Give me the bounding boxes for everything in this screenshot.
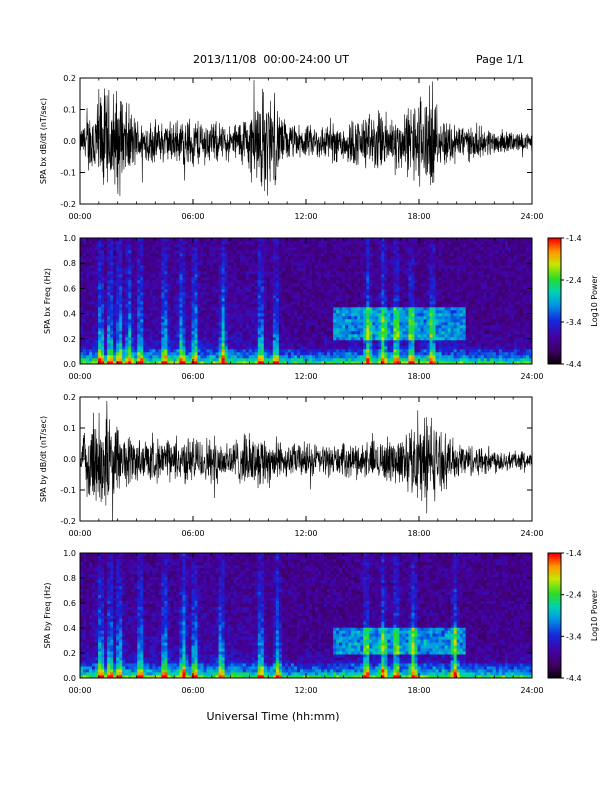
colorbar-label: Log10 Power bbox=[590, 275, 599, 327]
y-tick-label: 0.0 bbox=[63, 455, 76, 464]
x-tick-label: 12:00 bbox=[294, 686, 317, 695]
x-tick-label: 18:00 bbox=[407, 529, 430, 538]
colorbar-tick-label: -4.4 bbox=[566, 674, 582, 683]
x-tick-label: 24:00 bbox=[520, 529, 543, 538]
y-tick-label: 0.4 bbox=[63, 624, 76, 633]
x-tick-label: 06:00 bbox=[181, 372, 204, 381]
spectrogram bbox=[80, 238, 533, 365]
colorbar: -1.4 -2.4 -3.4 -4.4 Log10 Power bbox=[547, 234, 599, 369]
y-axis-label: SPA by dB/dt (nT/sec) bbox=[39, 416, 48, 502]
y-tick-label: 0.8 bbox=[63, 574, 76, 583]
x-tick-label: 06:00 bbox=[181, 212, 204, 221]
series-line bbox=[80, 80, 532, 196]
y-tick-label: 0.4 bbox=[63, 310, 76, 319]
x-tick-label: 06:00 bbox=[181, 686, 204, 695]
x-axis-label: Universal Time (hh:mm) bbox=[206, 710, 340, 723]
x-tick-label: 00:00 bbox=[68, 686, 91, 695]
x-tick-label: 06:00 bbox=[181, 529, 204, 538]
x-tick-label: 18:00 bbox=[407, 686, 430, 695]
page-number: Page 1/1 bbox=[476, 53, 524, 66]
x-tick-label: 24:00 bbox=[520, 212, 543, 221]
x-tick-label: 24:00 bbox=[520, 372, 543, 381]
x-tick-label: 18:00 bbox=[407, 372, 430, 381]
y-tick-label: -0.1 bbox=[60, 486, 76, 495]
x-tick-label: 00:00 bbox=[68, 372, 91, 381]
y-tick-label: 0.0 bbox=[63, 674, 76, 683]
y-tick-label: -0.2 bbox=[60, 200, 76, 209]
colorbar-tick-label: -3.4 bbox=[566, 632, 582, 641]
x-tick-label: 12:00 bbox=[294, 372, 317, 381]
y-tick-label: 0.0 bbox=[63, 360, 76, 369]
series-line bbox=[80, 401, 532, 521]
colorbar-tick-label: -2.4 bbox=[566, 591, 582, 600]
axes-4: 00:00 06:00 12:00 18:00 24:00 0.0 0.2 0.4 0.6 0.8… bbox=[43, 549, 544, 695]
x-tick-label: 00:00 bbox=[68, 212, 91, 221]
colorbar-label: Log10 Power bbox=[590, 589, 599, 641]
x-tick-label: 00:00 bbox=[68, 529, 91, 538]
axes-3: 00:00 06:00 12:00 18:00 24:00 -0.2 -0.1 0.0 0.1 0… bbox=[39, 393, 544, 538]
y-tick-label: 1.0 bbox=[63, 549, 76, 558]
y-axis-label: SPA by Freq (Hz) bbox=[43, 583, 52, 649]
y-tick-label: 0.2 bbox=[63, 649, 76, 658]
y-tick-label: 0.8 bbox=[63, 259, 76, 268]
y-tick-label: 0.6 bbox=[63, 599, 76, 608]
colorbar-tick-label: -2.4 bbox=[566, 276, 582, 285]
x-tick-label: 24:00 bbox=[520, 686, 543, 695]
x-tick-label: 12:00 bbox=[294, 529, 317, 538]
colorbar-frame bbox=[547, 552, 562, 679]
y-tick-label: 0.2 bbox=[63, 74, 76, 83]
y-tick-label: 0.1 bbox=[63, 424, 76, 433]
y-axis-label: SPA bx Freq (Hz) bbox=[43, 268, 52, 334]
y-tick-label: 0.2 bbox=[63, 335, 76, 344]
x-tick-label: 12:00 bbox=[294, 212, 317, 221]
colorbar-tick-label: -4.4 bbox=[566, 360, 582, 369]
y-tick-label: -0.1 bbox=[60, 169, 76, 178]
y-tick-label: 0.6 bbox=[63, 284, 76, 293]
axes-1: 00:00 06:00 12:00 18:00 24:00 -0.2 -0.1 0.0 0.1 0… bbox=[39, 74, 544, 221]
y-tick-label: 0.1 bbox=[63, 106, 76, 115]
colorbar-tick-label: -1.4 bbox=[566, 549, 582, 558]
colorbar-frame bbox=[547, 237, 562, 365]
x-tick-label: 18:00 bbox=[407, 212, 430, 221]
y-axis-label: SPA bx dB/dt (nT/sec) bbox=[39, 98, 48, 184]
y-tick-label: 0.0 bbox=[63, 137, 76, 146]
colorbar-tick-label: -1.4 bbox=[566, 234, 582, 243]
colorbar-tick-label: -3.4 bbox=[566, 318, 582, 327]
axes-2: 00:00 06:00 12:00 18:00 24:00 0.0 0.2 0.4 0.6 0.8… bbox=[43, 234, 544, 381]
spectrogram bbox=[80, 553, 533, 679]
y-tick-label: -0.2 bbox=[60, 517, 76, 526]
y-tick-label: 1.0 bbox=[63, 234, 76, 243]
plot-title: 2013/11/08 00:00-24:00 UT bbox=[193, 53, 350, 66]
colorbar: -1.4 -2.4 -3.4 -4.4 Log10 Power bbox=[547, 549, 599, 683]
y-tick-label: 0.2 bbox=[63, 393, 76, 402]
